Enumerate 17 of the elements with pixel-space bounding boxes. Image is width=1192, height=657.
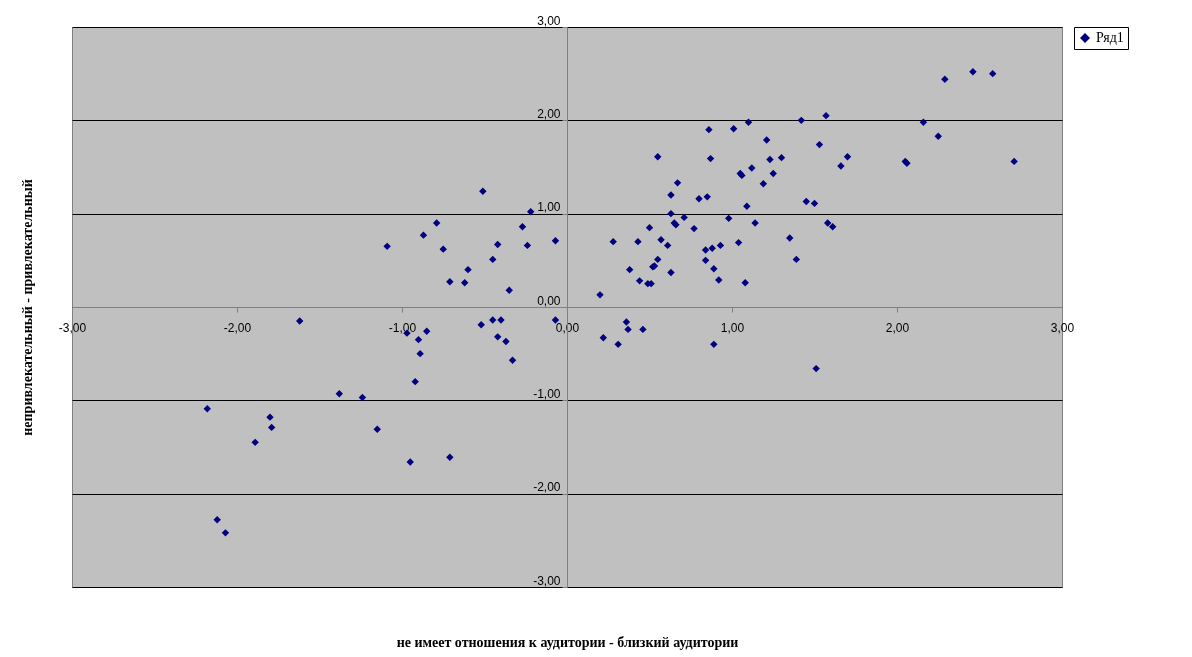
- y-tick-label: -2,00: [533, 480, 561, 495]
- y-axis-title: непривлекательный - привлекательный: [19, 179, 35, 436]
- y-tick-label: 2,00: [537, 106, 561, 121]
- y-tick-label: 0,00: [537, 293, 561, 308]
- x-tick-label: 2,00: [885, 320, 910, 335]
- x-tick-label: -1,00: [388, 320, 417, 335]
- x-axis-title: не имеет отношения к аудитории - близкий аудитории: [396, 634, 739, 650]
- legend-label: Ряд1: [1096, 30, 1124, 45]
- y-tick-label: 3,00: [537, 13, 561, 28]
- x-tick-label: -3,00: [58, 320, 87, 335]
- y-tick-label: 1,00: [537, 200, 561, 215]
- y-tick-label: -3,00: [533, 573, 561, 588]
- y-tick-label: -1,00: [533, 386, 561, 401]
- x-tick-label: 3,00: [1050, 320, 1075, 335]
- x-tick-label: 0,00: [555, 320, 580, 335]
- x-tick-label: -2,00: [223, 320, 252, 335]
- x-tick-label: 1,00: [720, 320, 745, 335]
